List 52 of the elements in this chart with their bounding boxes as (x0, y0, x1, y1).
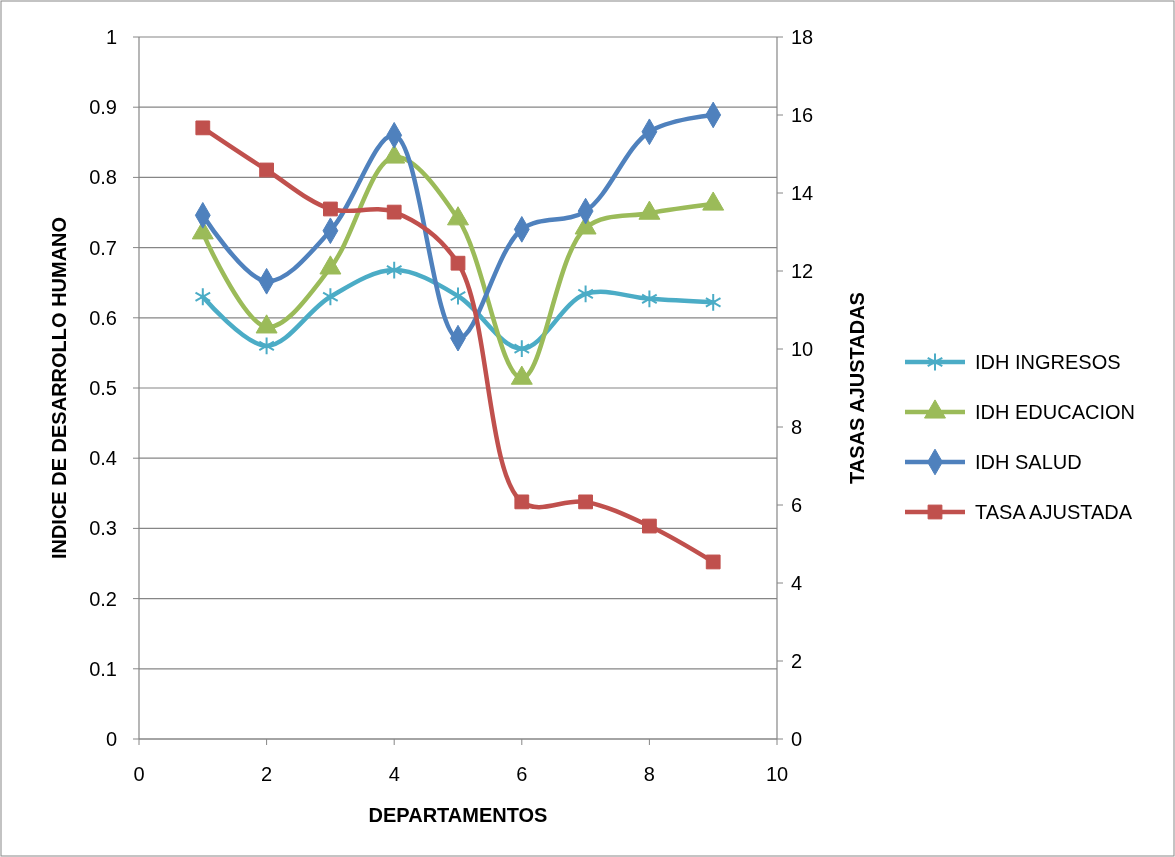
legend-label: IDH EDUCACION (975, 401, 1136, 423)
point (386, 204, 402, 220)
legend-label: TASA AJUSTADA (975, 501, 1133, 523)
y-tick-label: 0.3 (89, 517, 117, 540)
y-tick-label: 0.5 (89, 377, 117, 399)
y-tick-label: 0.2 (89, 587, 117, 610)
y-tick-label: 0 (105, 728, 117, 750)
y2-tick-label: 12 (791, 260, 814, 282)
point (450, 255, 466, 271)
y2-tick-label: 4 (791, 572, 803, 594)
y2-tick-label: 2 (791, 650, 803, 672)
point (323, 201, 338, 217)
y2-tick-label: 8 (791, 416, 803, 438)
y2-tick-label: 10 (791, 338, 814, 360)
point (642, 518, 657, 534)
point (578, 494, 593, 510)
point (704, 292, 722, 312)
point (259, 162, 274, 178)
point (194, 287, 212, 307)
y2-tick-label: 0 (791, 728, 803, 750)
x-tick-label: 10 (765, 763, 789, 785)
y2-tick-label: 6 (791, 494, 803, 516)
point (449, 286, 467, 306)
y-axis-title: INDICE DE DESARROLLO HUMANO (48, 216, 70, 560)
y2-tick-label: 18 (791, 26, 814, 48)
legend-label: IDH INGRESOS (975, 351, 1121, 373)
y-tick-label: 1 (105, 26, 117, 48)
point (258, 336, 275, 356)
x-axis-title: DEPARTAMENTOS (368, 804, 548, 826)
y2-tick-label: 14 (791, 182, 814, 204)
y-tick-label: 0.1 (89, 657, 117, 680)
point (514, 494, 530, 510)
y-tick-label: 0.8 (89, 166, 117, 189)
point (513, 339, 531, 359)
point (385, 260, 403, 280)
y-tick-label: 0.7 (89, 236, 117, 259)
y2-tick-label: 16 (791, 104, 814, 126)
point (322, 287, 339, 307)
point (195, 120, 211, 136)
y-tick-label: 0.6 (89, 306, 117, 329)
x-tick-label: 4 (388, 763, 400, 785)
point (577, 284, 594, 304)
x-tick-label: 0 (133, 763, 145, 785)
legend-label: IDH SALUD (975, 451, 1082, 473)
y2-axis-title: TASAS AJUSTADAS (846, 292, 868, 484)
point (705, 554, 721, 570)
x-tick-label: 6 (516, 763, 528, 785)
y-tick-label: 0.9 (89, 96, 117, 119)
point (641, 289, 658, 309)
x-tick-label: 2 (261, 763, 273, 785)
x-tick-label: 8 (643, 763, 655, 785)
y-tick-label: 0.4 (89, 447, 117, 470)
